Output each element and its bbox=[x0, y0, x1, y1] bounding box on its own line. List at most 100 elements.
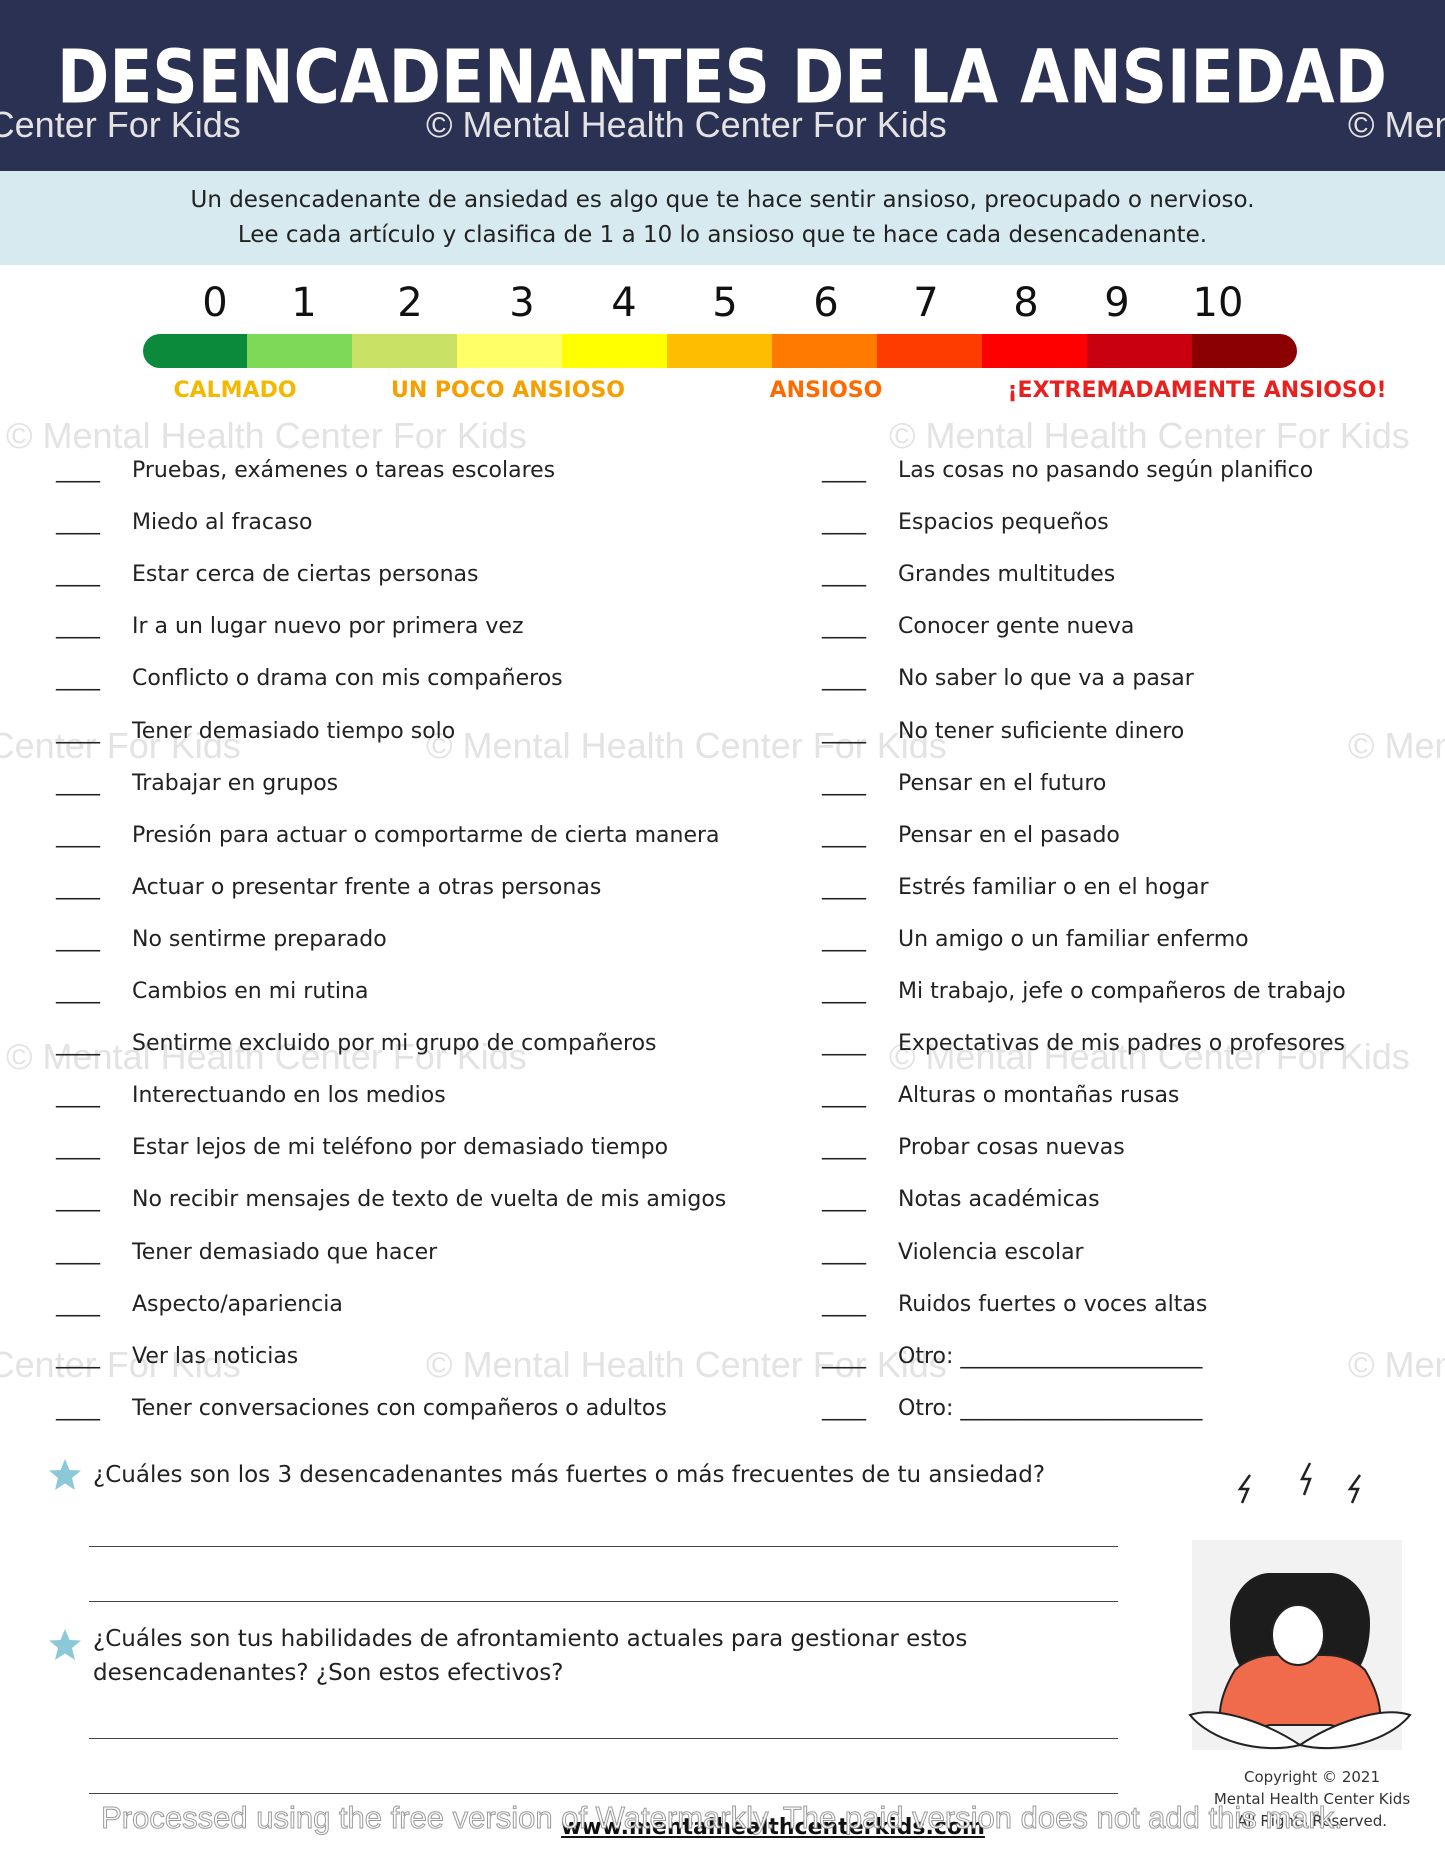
copyright-line: All Rights Reserved. bbox=[1236, 1812, 1388, 1830]
item-text: Grandes multitudes bbox=[898, 562, 1116, 588]
blank-line: ____ bbox=[822, 458, 866, 483]
intro-line: Lee cada artículo y clasifica de 1 a 10 … bbox=[237, 222, 1208, 248]
watermark: © Mental Health Center For Kids bbox=[6, 415, 527, 456]
blank-line: ____ bbox=[56, 874, 100, 900]
item-text: Ver las noticias bbox=[132, 1343, 299, 1369]
blank-line: ____ bbox=[56, 614, 100, 640]
copyright: Copyright © 2021 Mental Health Center Ki… bbox=[1192, 1766, 1432, 1832]
blank-line: ____ bbox=[56, 770, 100, 796]
item-text: Miedo al fracaso bbox=[132, 510, 313, 536]
bar-segment bbox=[1087, 334, 1194, 368]
bar-segment bbox=[352, 334, 459, 368]
scale-label: CALMADO bbox=[173, 378, 297, 403]
item-text: Espacios pequeños bbox=[898, 510, 1109, 536]
watermark: © Mental Health Center For Kids bbox=[426, 104, 947, 145]
blank-line: ____ bbox=[822, 1135, 866, 1161]
bar-segment bbox=[667, 334, 774, 368]
item-text: Estar cerca de ciertas personas bbox=[132, 562, 479, 588]
watermark: © Mental Health Center For Kids bbox=[6, 1036, 527, 1077]
blank-line: ____ bbox=[822, 614, 866, 640]
item-text: Pensar en el futuro bbox=[898, 770, 1107, 796]
blank-line: ____ bbox=[822, 1083, 866, 1109]
item-text: Aspecto/apariencia bbox=[132, 1291, 343, 1317]
bar-segment bbox=[1192, 334, 1246, 368]
item-text: Las cosas no pasando según planifico bbox=[898, 458, 1314, 483]
scale-number: 5 bbox=[712, 280, 738, 326]
blank-line: ____ bbox=[822, 1239, 866, 1265]
blank-line: ____ bbox=[822, 979, 866, 1004]
item-text: Mi trabajo, jefe o compañeros de trabajo bbox=[898, 979, 1346, 1004]
watermark: © Mental Health Center For Kids bbox=[0, 725, 241, 766]
blank-line: ____ bbox=[56, 562, 100, 588]
blank-line: ____ bbox=[56, 822, 100, 848]
blank-line: ____ bbox=[56, 1083, 100, 1109]
item-text: Alturas o montañas rusas bbox=[898, 1083, 1180, 1109]
blank-line: ____ bbox=[822, 874, 866, 900]
answer-line bbox=[89, 1793, 1118, 1794]
website[interactable]: www.mentalhealthcenterkids.com bbox=[561, 1815, 985, 1840]
processed-note: Processed using the free version of Wate… bbox=[101, 1800, 1344, 1836]
intro-band bbox=[0, 171, 1445, 265]
scale-label: UN POCO ANSIOSO bbox=[391, 378, 625, 403]
watermark: © Mental Health Center For Kids bbox=[0, 104, 241, 145]
item-text: No saber lo que va a pasar bbox=[898, 666, 1194, 692]
bar-segment bbox=[772, 334, 879, 368]
bar-segment bbox=[562, 334, 669, 368]
item-text: Un amigo o un familiar enfermo bbox=[898, 926, 1249, 952]
blank-line: ____ bbox=[56, 510, 100, 536]
answer-line bbox=[89, 1738, 1118, 1739]
scale-label: ¡EXTREMADAMENTE ANSIOSO! bbox=[1007, 378, 1387, 403]
scale-number: 9 bbox=[1104, 280, 1130, 326]
item-text: Conflicto o drama con mis compañeros bbox=[132, 666, 563, 692]
item-text: Tener conversaciones con compañeros o ad… bbox=[132, 1395, 667, 1421]
item-text: Interectuando en los medios bbox=[132, 1083, 446, 1109]
bar-segment bbox=[877, 334, 984, 368]
watermark: © Mental Health Center For Kids bbox=[1348, 104, 1445, 145]
blank-line: ____ bbox=[822, 1395, 866, 1421]
blank-line: ____ bbox=[56, 1291, 100, 1317]
item-text: Ir a un lugar nuevo por primera vez bbox=[132, 614, 524, 640]
scale-label: ANSIOSO bbox=[769, 378, 883, 403]
scale-number: 7 bbox=[913, 280, 939, 326]
watermark: © Mental Health Center For Kids bbox=[426, 1344, 947, 1385]
title: DESENCADENANTES DE LA ANSIEDAD bbox=[57, 35, 1387, 121]
scale-number: 6 bbox=[813, 280, 839, 326]
blank-line: ____ bbox=[56, 926, 100, 952]
blank-line: ____ bbox=[822, 1291, 866, 1317]
watermark: © Mental Health Center For Kids bbox=[889, 1036, 1410, 1077]
blank-line: ____ bbox=[56, 1135, 100, 1161]
blank-line: ____ bbox=[822, 562, 866, 588]
title-svg: DESENCADENANTES DE LA ANSIEDAD bbox=[57, 35, 1387, 121]
blank-line: ____ bbox=[822, 1031, 866, 1057]
bar-segment bbox=[195, 334, 249, 368]
blank-line: ____ bbox=[56, 1395, 100, 1421]
blank-line: ____ bbox=[56, 1187, 100, 1213]
item-text: Actuar o presentar frente a otras person… bbox=[132, 874, 602, 900]
blank-line: ____ bbox=[56, 718, 100, 744]
blank-line: ____ bbox=[822, 822, 866, 848]
blank-line: ____ bbox=[822, 510, 866, 536]
scale-number: 3 bbox=[509, 280, 535, 326]
watermark: © Mental Health Center For Kids bbox=[0, 1344, 241, 1385]
item-text: Notas académicas bbox=[898, 1187, 1100, 1213]
blank-line: ____ bbox=[822, 770, 866, 796]
blank-line: ____ bbox=[56, 1031, 100, 1057]
item-text: Trabajar en grupos bbox=[132, 770, 339, 796]
item-text: Violencia escolar bbox=[898, 1239, 1084, 1265]
watermark: © Mental Health Center For Kids bbox=[889, 415, 1410, 456]
watermark: © Mental Health Center For Kids bbox=[1348, 725, 1445, 766]
watermark: © Mental Health Center For Kids bbox=[1348, 1344, 1445, 1385]
item-text: Estar lejos de mi teléfono por demasiado… bbox=[132, 1135, 669, 1161]
scale-bar bbox=[143, 334, 1297, 368]
blank-line: ____ bbox=[56, 666, 100, 692]
blank-line: ____ bbox=[56, 979, 100, 1004]
scale-number: 4 bbox=[611, 280, 637, 326]
illustration bbox=[1188, 1462, 1412, 1750]
scale-number: 8 bbox=[1013, 280, 1039, 326]
bar-segment bbox=[982, 334, 1089, 368]
item-text: No sentirme preparado bbox=[132, 926, 387, 952]
item-text: Tener demasiado tiempo solo bbox=[132, 718, 456, 744]
item-text: Cambios en mi rutina bbox=[132, 979, 369, 1004]
blank-line: ____ bbox=[56, 458, 100, 483]
